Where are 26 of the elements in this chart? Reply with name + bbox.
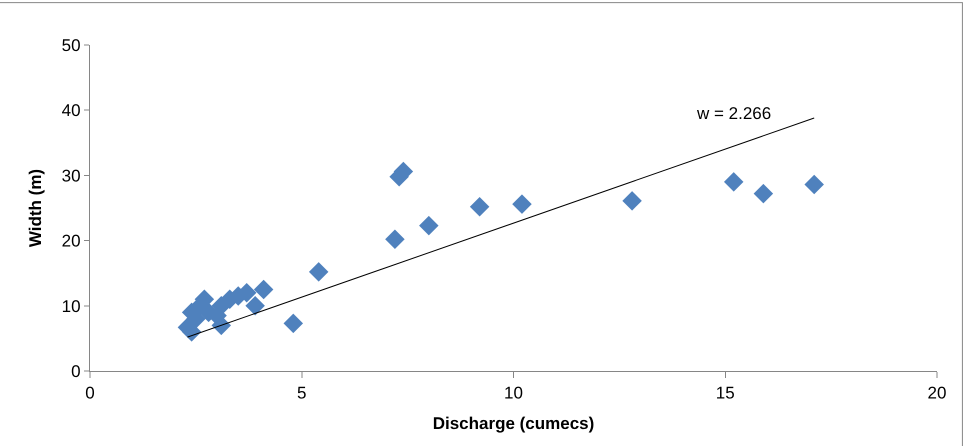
point bbox=[385, 230, 405, 250]
point bbox=[622, 191, 642, 211]
point bbox=[284, 314, 304, 334]
y-tick-label: 30 bbox=[62, 166, 81, 186]
x-tick-label: 5 bbox=[297, 383, 306, 402]
point bbox=[254, 280, 274, 300]
point bbox=[245, 296, 265, 316]
y-tick-label: 50 bbox=[62, 36, 81, 55]
annotation: w = 2.266 bbox=[696, 104, 772, 123]
y-axis-title: Width (m) bbox=[26, 168, 46, 248]
point bbox=[308, 262, 328, 282]
x-tick-label: 10 bbox=[504, 383, 523, 402]
x-tick-label: 15 bbox=[716, 383, 735, 402]
point bbox=[419, 216, 439, 236]
point bbox=[724, 172, 744, 192]
y-tick-label: 10 bbox=[62, 296, 81, 316]
x-tick-label: 20 bbox=[928, 383, 946, 402]
point bbox=[754, 184, 774, 204]
point bbox=[804, 174, 824, 194]
point bbox=[512, 194, 532, 214]
y-tick-label: 40 bbox=[62, 101, 81, 120]
x-tick-label: 0 bbox=[85, 383, 95, 402]
y-tick-label: 20 bbox=[62, 232, 81, 251]
x-axis-title: Discharge (cumecs) bbox=[432, 414, 594, 433]
point bbox=[470, 196, 490, 216]
y-tick-label: 0 bbox=[71, 362, 81, 381]
